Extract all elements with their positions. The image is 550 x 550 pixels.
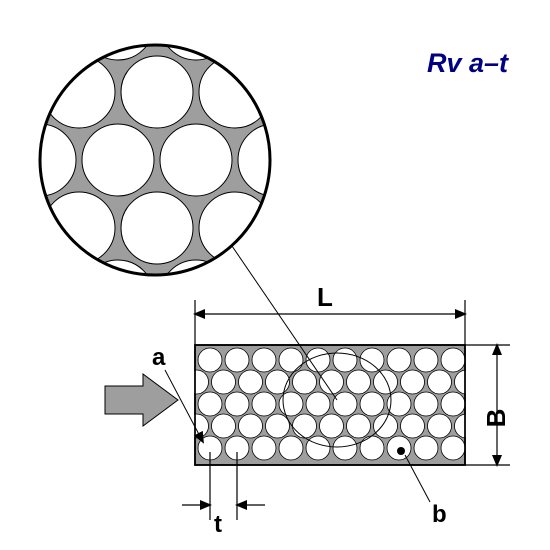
sheet-hole	[198, 348, 222, 372]
diagram-svg: L Bt a b	[0, 0, 550, 550]
sheet-hole	[212, 414, 236, 438]
sheet-hole	[225, 392, 249, 416]
sheet-hole	[320, 370, 344, 394]
sheet-hole	[441, 436, 465, 460]
sheet-hole	[401, 370, 425, 394]
sheet-hole	[441, 348, 465, 372]
sheet-hole	[401, 414, 425, 438]
sheet-hole	[306, 392, 330, 416]
sheet-hole	[225, 348, 249, 372]
sheet-hole	[266, 414, 290, 438]
sheet-hole	[414, 436, 438, 460]
sheet-hole	[198, 392, 222, 416]
sheet-hole	[428, 414, 452, 438]
sheet-hole	[293, 370, 317, 394]
sheet-hole	[333, 348, 357, 372]
sheet-hole	[239, 370, 263, 394]
label-a: a	[152, 344, 166, 371]
sheet-hole	[279, 436, 303, 460]
sheet-hole	[252, 436, 276, 460]
sheet-hole	[293, 414, 317, 438]
diagram-canvas: Rv a–t L Bt a b	[0, 0, 550, 550]
sheet-hole	[252, 392, 276, 416]
sheet-hole	[414, 348, 438, 372]
pattern-title: Rv a–t	[427, 48, 508, 79]
sheet-hole	[239, 414, 263, 438]
sheet-hole	[387, 348, 411, 372]
sheet-hole	[212, 370, 236, 394]
sheet-hole	[333, 392, 357, 416]
sheet-hole	[347, 370, 371, 394]
sheet-hole	[333, 436, 357, 460]
sheet-hole	[306, 436, 330, 460]
zoom-lens	[4, 0, 310, 332]
dim-label-t: t	[214, 511, 222, 538]
sheet-hole	[360, 348, 384, 372]
sheet-hole	[441, 392, 465, 416]
dim-label-L: L	[317, 282, 333, 312]
sheet-hole	[428, 370, 452, 394]
sheet-hole	[347, 414, 371, 438]
label-b: b	[432, 501, 447, 528]
sheet-hole	[374, 370, 398, 394]
sheet-hole	[266, 370, 290, 394]
sheet-hole	[279, 392, 303, 416]
sheet-hole	[414, 392, 438, 416]
sheet-hole	[374, 414, 398, 438]
sheet-hole	[320, 414, 344, 438]
dot-b	[397, 447, 405, 455]
sheet-hole	[360, 436, 384, 460]
sheet-hole	[360, 392, 384, 416]
dim-label-B: B	[481, 409, 511, 428]
sheet-hole	[279, 348, 303, 372]
sheet-hole	[252, 348, 276, 372]
